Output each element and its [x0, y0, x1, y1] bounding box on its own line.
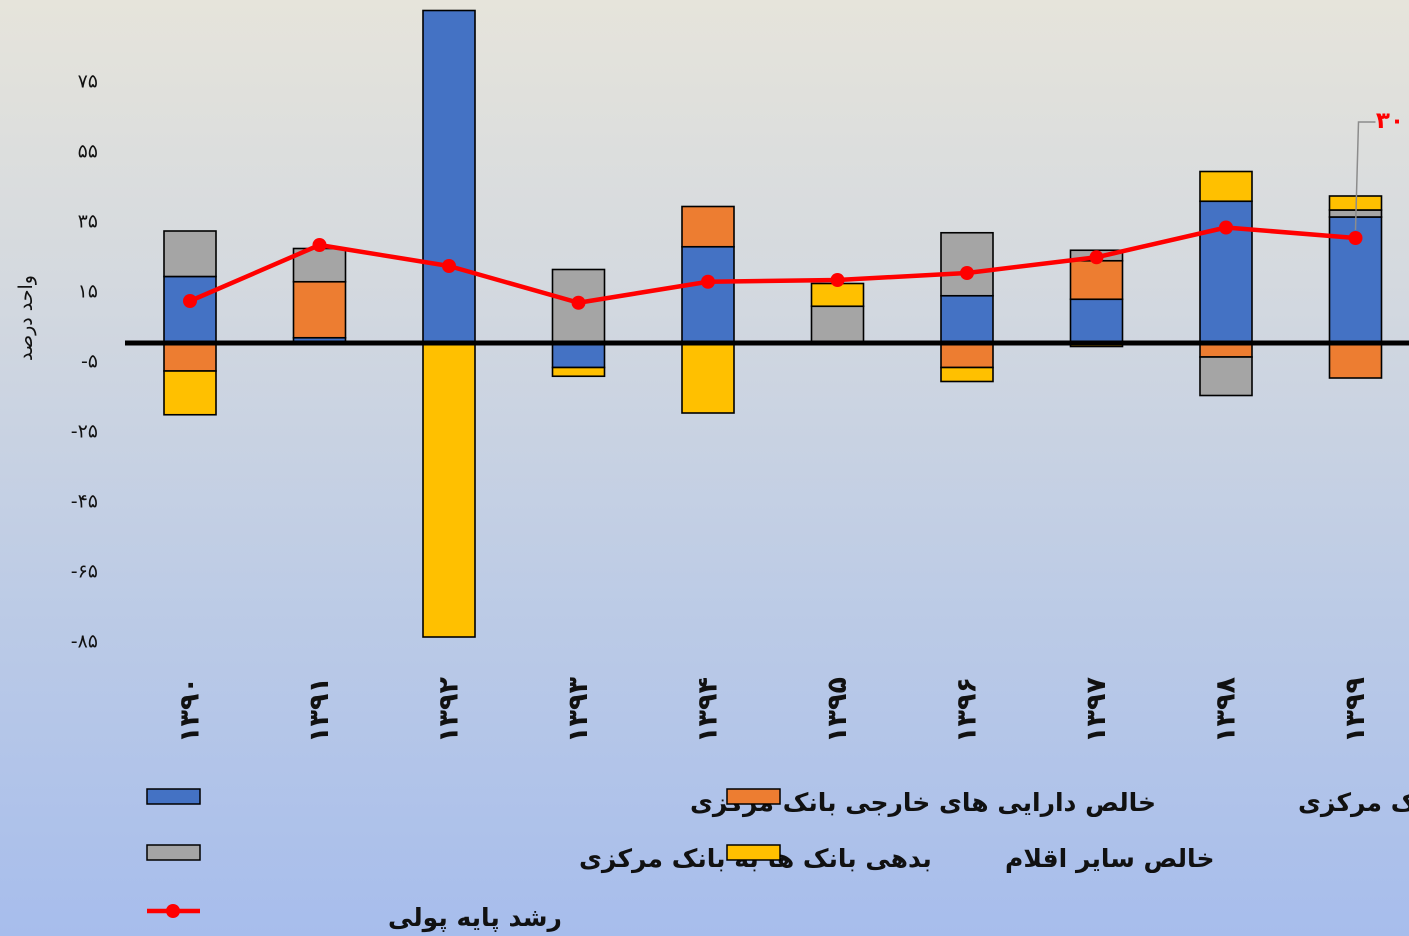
line-point	[1089, 250, 1104, 265]
bar-segment-series-1-cat-8	[1069, 298, 1124, 344]
bar-segment-series-4-cat-1	[163, 370, 217, 416]
bars-layer	[163, 9, 1383, 638]
bar-segment-series-1-cat-1	[163, 275, 217, 344]
legend-line-marker	[166, 904, 180, 918]
y-tick-label: -۲۵	[71, 421, 98, 443]
y-tick-label: -۴۵	[71, 491, 98, 513]
bar-segment-series-3-cat-6	[810, 305, 865, 344]
legend-label: رشد پایه پولی	[388, 903, 562, 933]
bar-segment-series-1-cat-5	[681, 245, 735, 344]
legend-label: خالص سایر اقلام	[1005, 844, 1214, 874]
line-point	[442, 259, 456, 273]
bar-segment-series-1-cat-4	[551, 342, 606, 369]
x-category-label: ۱۳۹۴	[693, 677, 724, 743]
bar-segment-series-2-cat-2	[292, 280, 347, 339]
legend-swatch	[726, 788, 781, 805]
legend-swatch	[146, 788, 201, 805]
y-tick-label: ۳۵	[78, 211, 98, 233]
line-point	[1219, 220, 1233, 235]
x-category-label: ۱۳۹۹	[1340, 677, 1371, 743]
x-category-label: ۱۳۹۳	[563, 677, 594, 743]
x-category-label: ۱۳۹۵	[822, 677, 853, 743]
y-tick-label: ۷۵	[78, 71, 98, 93]
bar-segment-series-2-cat-10	[1328, 342, 1383, 379]
line-point	[830, 273, 845, 287]
bar-segment-series-3-cat-9	[1199, 356, 1253, 397]
annotation-leader-line	[1354, 121, 1376, 231]
line-layer	[183, 220, 1363, 310]
bar-segment-series-3-cat-1	[163, 230, 217, 278]
annotation-label: ۳۰	[1376, 108, 1404, 134]
bar-segment-series-4-cat-4	[551, 366, 606, 378]
line-point	[960, 266, 974, 280]
line-point	[571, 295, 586, 310]
bar-segment-series-1-cat-3	[422, 9, 476, 344]
x-category-label: ۱۳۹۶	[952, 677, 983, 743]
bar-segment-series-4-cat-9	[1199, 170, 1253, 203]
legend-swatch	[146, 844, 201, 861]
x-category-label: ۱۳۹۲	[434, 677, 465, 743]
bar-segment-series-4-cat-5	[681, 342, 735, 414]
bar-segment-series-4-cat-3	[422, 342, 476, 638]
y-tick-label: -۸۵	[71, 631, 98, 653]
bar-segment-series-2-cat-5	[681, 205, 735, 248]
y-tick-label: -۵	[81, 351, 98, 373]
line-point	[701, 274, 715, 289]
legend-label: خالص بدهی بخش دولتی به بانک مرکزی	[1298, 788, 1409, 818]
x-category-label: ۱۳۹۸	[1211, 677, 1242, 743]
labels-layer: ۷۵ ۵۵ ۳۵ ۱۵ -۵ -۲۵ -۴۵ -۶۵ -۸۵ واحد درصد ۱۳۹۰ ۱۳۹۱ ۱…	[15, 71, 1404, 743]
bar-segment-series-2-cat-8	[1069, 259, 1124, 301]
line-point	[183, 294, 197, 308]
bar-segment-series-2-cat-7	[940, 342, 994, 369]
line-point	[1348, 231, 1363, 245]
bar-segment-series-1-cat-7	[940, 294, 994, 344]
line-point	[312, 238, 327, 252]
x-category-label: ۱۳۹۱	[304, 677, 335, 743]
bar-segment-series-2-cat-1	[163, 342, 217, 372]
y-tick-label: ۱۵	[78, 281, 98, 303]
x-category-label: ۱۳۹۰	[175, 677, 206, 743]
legend-swatch	[726, 844, 781, 861]
base-money-growth-line	[189, 225, 1356, 305]
y-tick-label: ۵۵	[78, 141, 98, 163]
bar-segment-series-4-cat-7	[940, 366, 994, 383]
y-tick-label: -۶۵	[71, 561, 98, 583]
x-category-label: ۱۳۹۷	[1081, 677, 1112, 743]
bar-segment-series-3-cat-7	[940, 231, 994, 297]
y-axis-title: واحد درصد	[15, 275, 37, 361]
